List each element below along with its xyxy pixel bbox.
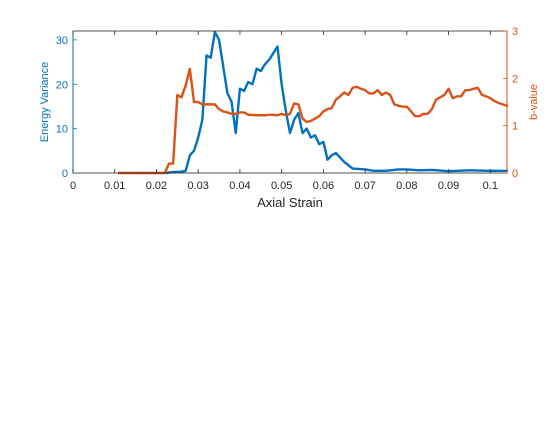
x-tick-label: 0.06 — [313, 180, 334, 192]
x-tick-label: 0.08 — [396, 180, 417, 192]
plot-lines — [117, 30, 509, 175]
x-tick-label: 0.1 — [483, 180, 498, 192]
x-tick-label: 0.02 — [146, 180, 167, 192]
y-left-tick-label: 0 — [62, 168, 68, 180]
y-axis-label-left: Energy Variance — [39, 62, 51, 143]
axis-ticks: 0 0.01 0.02 0.03 0.04 0.05 0.06 0.07 0.08 0.09 0.1… — [56, 26, 518, 192]
x-tick-label: 0.05 — [271, 180, 292, 192]
y-right-tick-label: 3 — [512, 26, 518, 38]
y-right-tick-label: 0 — [512, 168, 518, 180]
series-line-left-axis — [163, 30, 509, 175]
axes-box — [72, 30, 508, 174]
y-right-tick-label: 1 — [512, 121, 518, 133]
x-tick-label: 0.01 — [104, 180, 125, 192]
series-line-right-axis — [117, 67, 509, 175]
x-tick-label: 0.09 — [438, 180, 459, 192]
y-left-tick-label: 30 — [56, 35, 68, 47]
x-axis-label: Axial Strain — [257, 195, 323, 210]
y-left-tick-label: 10 — [56, 124, 68, 136]
x-tick-label: 0.04 — [229, 180, 250, 192]
x-tick-label: 0 — [70, 180, 76, 192]
y-right-tick-label: 2 — [512, 73, 518, 85]
x-tick-label: 0.03 — [187, 180, 208, 192]
y-axis-label-right: b-value — [528, 84, 540, 120]
y-left-tick-label: 20 — [56, 79, 68, 91]
x-tick-label: 0.07 — [354, 180, 375, 192]
